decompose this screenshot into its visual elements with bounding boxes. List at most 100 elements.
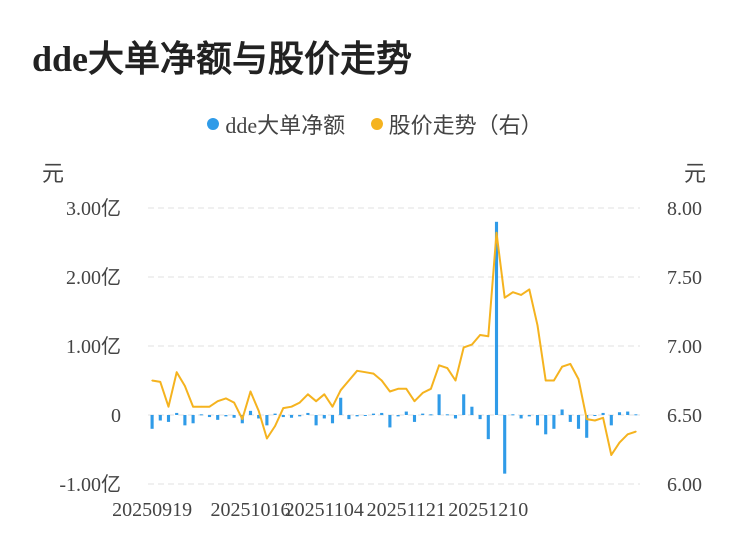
y-left-tick-label: 0 xyxy=(111,405,121,427)
bar xyxy=(552,415,556,429)
bar xyxy=(191,415,195,424)
price-point xyxy=(528,288,531,291)
bar xyxy=(453,415,458,419)
y-right-tick-label: 7.00 xyxy=(667,336,702,358)
bar xyxy=(380,412,384,415)
price-point xyxy=(307,393,309,396)
bar xyxy=(347,415,351,420)
y-left-tick-label: 3.00亿 xyxy=(66,197,121,220)
price-point xyxy=(200,405,203,408)
bar xyxy=(429,414,433,416)
price-point xyxy=(249,390,252,393)
price-point xyxy=(372,372,375,375)
price-point xyxy=(503,296,506,299)
price-point xyxy=(430,387,432,390)
price-point xyxy=(167,405,170,408)
y-left-tick-label: 2.00亿 xyxy=(66,266,121,289)
price-point xyxy=(241,418,244,420)
bar xyxy=(576,415,581,429)
x-tick-label: 20251016 xyxy=(211,499,291,521)
price-point xyxy=(626,433,629,436)
bar xyxy=(470,406,474,415)
bar xyxy=(199,414,203,416)
bar xyxy=(207,415,212,418)
price-point xyxy=(323,393,326,396)
price-point xyxy=(602,416,604,419)
y-right-tick-label: 8.00 xyxy=(667,198,702,220)
legend-item-dde[interactable]: dde大单净额 xyxy=(207,108,345,140)
price-point xyxy=(282,407,285,409)
bar xyxy=(617,412,622,415)
price-point xyxy=(266,437,268,440)
price-point xyxy=(462,346,465,349)
bar xyxy=(175,412,179,415)
price-point xyxy=(553,379,555,382)
bar xyxy=(544,415,548,435)
price-point xyxy=(520,294,522,296)
price-point xyxy=(454,379,457,382)
price-point xyxy=(577,378,580,380)
price-point xyxy=(290,405,293,408)
price-point xyxy=(495,232,498,234)
price-point xyxy=(438,364,440,367)
price-point xyxy=(421,392,424,394)
bar xyxy=(388,415,392,428)
bar xyxy=(404,411,408,415)
bar xyxy=(478,415,482,420)
price-point xyxy=(594,419,596,422)
bar xyxy=(183,415,187,426)
bar xyxy=(298,415,302,417)
y-left-tick-label: 1.00亿 xyxy=(66,335,121,358)
price-point xyxy=(348,379,350,382)
price-point xyxy=(356,370,358,372)
x-tick-label: 20250919 xyxy=(112,499,192,521)
y-right-tick-label: 7.50 xyxy=(667,267,702,289)
price-point xyxy=(233,401,235,404)
chart-title: dde大单净额与股价走势 xyxy=(32,39,413,79)
price-point xyxy=(315,400,317,403)
price-point xyxy=(274,425,276,427)
price-point xyxy=(397,387,399,390)
price-point xyxy=(635,430,637,433)
bar xyxy=(560,409,564,415)
y-left-tick-label: -1.00亿 xyxy=(59,473,121,496)
bar xyxy=(371,413,376,415)
bar xyxy=(281,415,285,418)
right-axis-unit: 元 xyxy=(684,161,707,186)
price-point xyxy=(569,363,572,365)
price-point xyxy=(257,410,260,412)
bar xyxy=(224,415,228,417)
bar xyxy=(593,415,597,416)
bar xyxy=(166,415,171,422)
price-line xyxy=(151,231,637,456)
bar xyxy=(289,415,294,418)
legend-label-dde: dde大单净额 xyxy=(225,113,346,138)
bar xyxy=(486,415,490,440)
bar xyxy=(339,397,343,415)
bar xyxy=(503,415,507,474)
bar xyxy=(626,411,630,415)
price-point xyxy=(184,385,186,387)
bar xyxy=(634,414,638,416)
bar xyxy=(462,394,466,415)
bar xyxy=(609,415,613,426)
price-point xyxy=(331,405,334,408)
bar xyxy=(412,415,417,422)
legend-item-price[interactable]: 股价走势（右） xyxy=(370,108,543,140)
price-point xyxy=(208,405,211,408)
legend-label-price: 股价走势（右） xyxy=(388,113,543,138)
price-point xyxy=(216,400,219,403)
bar xyxy=(265,415,269,426)
bar xyxy=(158,415,162,421)
price-point xyxy=(364,371,367,374)
x-tick-label: 20251210 xyxy=(448,499,528,521)
price-point xyxy=(389,390,391,393)
bar xyxy=(568,415,572,422)
price-point xyxy=(487,335,490,338)
bar xyxy=(601,412,605,415)
price-point xyxy=(225,397,227,400)
bar xyxy=(363,415,367,416)
price-point xyxy=(585,418,588,420)
x-tick-label: 20251121 xyxy=(367,499,446,521)
